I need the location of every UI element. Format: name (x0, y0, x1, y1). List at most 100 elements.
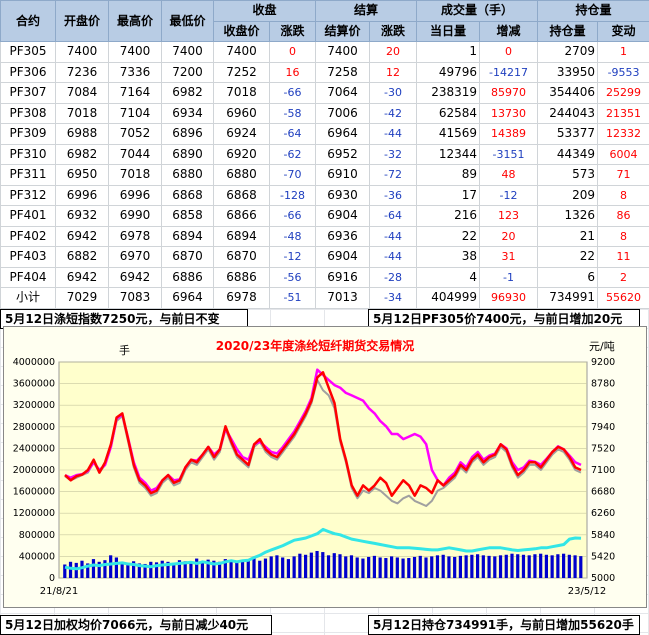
cell-c: PF404 (0, 266, 56, 288)
cell-v: 89 (416, 164, 481, 186)
subheader-cell: 涨跌 (369, 20, 418, 42)
header-cell: 开盘价 (55, 0, 109, 42)
volume-bar (263, 558, 268, 578)
cell-vd: -1 (479, 266, 539, 288)
volume-bar (166, 561, 170, 578)
volume-bar (521, 554, 526, 578)
volume-bar (510, 553, 514, 578)
volume-bar (338, 554, 342, 578)
volume-bar (177, 560, 182, 578)
cell-l: 6858 (161, 205, 214, 227)
volume-bar (246, 559, 250, 578)
header-cell: 收盘 (212, 0, 317, 22)
volume-bar (424, 557, 428, 578)
cell-oi: 1326 (537, 205, 599, 227)
y-tick-label: 3600000 (13, 379, 55, 390)
cell-s: 7013 (315, 287, 371, 309)
y-axis-label: 手 (119, 343, 130, 357)
cell-oi: 22 (537, 246, 599, 268)
cell-o: 6932 (55, 205, 109, 227)
volume-bar (275, 555, 279, 578)
y2-axis-label: 元/吨 (589, 340, 615, 353)
cell-v: 17 (416, 184, 481, 206)
volume-bar (458, 555, 462, 578)
volume-bar (281, 557, 285, 578)
cell-cd: -12 (268, 246, 317, 268)
cell-sd: -36 (369, 184, 418, 206)
cell-cl: 6886 (213, 266, 270, 288)
cell-cd: -48 (268, 225, 317, 247)
table-row: PF403 6882 6970 6870 6870 -12 6904 -44 38 31 22 11 (0, 246, 649, 268)
volume-bar (349, 555, 354, 578)
volume-bar (137, 563, 141, 578)
volume-bar (556, 554, 560, 578)
cell-cl: 6920 (213, 143, 270, 165)
cell-cd: -70 (268, 164, 317, 186)
cell-s: 6936 (315, 225, 371, 247)
cell-c: PF403 (0, 246, 56, 268)
header-cell: 最高价 (108, 0, 162, 42)
cell-vd: 20 (479, 225, 539, 247)
volume-bar (367, 556, 371, 578)
cell-s: 6930 (315, 184, 371, 206)
y2-tick-label: 6260 (591, 508, 615, 519)
cell-cd: -56 (268, 266, 317, 288)
volume-bar (74, 562, 78, 578)
table-row: PF307 7084 7164 6982 7018 -66 7064 -30 238319 859… (0, 82, 649, 104)
cell-oi: 734991 (537, 287, 599, 309)
futures-data-table: 合约 开盘价 最高价 最低价 收盘 结算 成交量（手） 持仓量 收盘价 涨跌 结算价 涨跌 当日量 增减持… (0, 0, 649, 309)
cell-vd: 85970 (479, 82, 539, 104)
x-tick-label: 23/5/12 (568, 586, 607, 597)
volume-bar (544, 554, 548, 578)
volume-bar (304, 554, 308, 578)
volume-bar (183, 561, 187, 578)
cell-v: 404999 (416, 287, 481, 309)
volume-bar (315, 551, 319, 578)
volume-bar (218, 561, 222, 578)
volume-bar (189, 562, 193, 578)
cell-h: 6978 (108, 225, 162, 247)
volume-bar (562, 553, 566, 578)
volume-bar (412, 556, 417, 578)
cell-cl: 6880 (213, 164, 270, 186)
cell-c: PF312 (0, 184, 56, 206)
cell-o: 6996 (55, 184, 109, 206)
cell-l: 6894 (161, 225, 214, 247)
volume-bar (68, 561, 73, 578)
volume-bar (441, 554, 445, 578)
cell-od: 2 (597, 266, 649, 288)
cell-l: 6880 (161, 164, 214, 186)
cell-s: 6916 (315, 266, 371, 288)
cell-cl: 7252 (213, 61, 270, 83)
cell-c: PF402 (0, 225, 56, 247)
cell-v: 41569 (416, 123, 481, 145)
volume-bar (326, 555, 331, 578)
cell-c: PF309 (0, 123, 56, 145)
cell-v: 62584 (416, 102, 481, 124)
cell-vd: 14389 (479, 123, 539, 145)
cell-cl: 6960 (213, 102, 270, 124)
cell-v: 238319 (416, 82, 481, 104)
cell-l: 6896 (161, 123, 214, 145)
volume-bar (533, 554, 537, 578)
cell-l: 6982 (161, 82, 214, 104)
y-tick-label: 1600000 (13, 487, 55, 498)
cell-l: 6886 (161, 266, 214, 288)
y2-tick-label: 5420 (591, 551, 615, 562)
cell-l: 7200 (161, 61, 214, 83)
volume-bar (109, 555, 113, 578)
cell-c: PF306 (0, 61, 56, 83)
volume-bar (481, 555, 485, 578)
volume-bar (229, 560, 233, 578)
cell-o: 6982 (55, 143, 109, 165)
cell-vd: 48 (479, 164, 539, 186)
cell-cd: -62 (268, 143, 317, 165)
volume-bar (143, 563, 147, 578)
volume-bar (240, 561, 245, 578)
cell-s: 6910 (315, 164, 371, 186)
volume-bar (418, 555, 422, 578)
volume-bar (498, 555, 503, 578)
cell-oi: 6 (537, 266, 599, 288)
cell-cl: 7400 (213, 41, 270, 63)
cell-o: 6988 (55, 123, 109, 145)
